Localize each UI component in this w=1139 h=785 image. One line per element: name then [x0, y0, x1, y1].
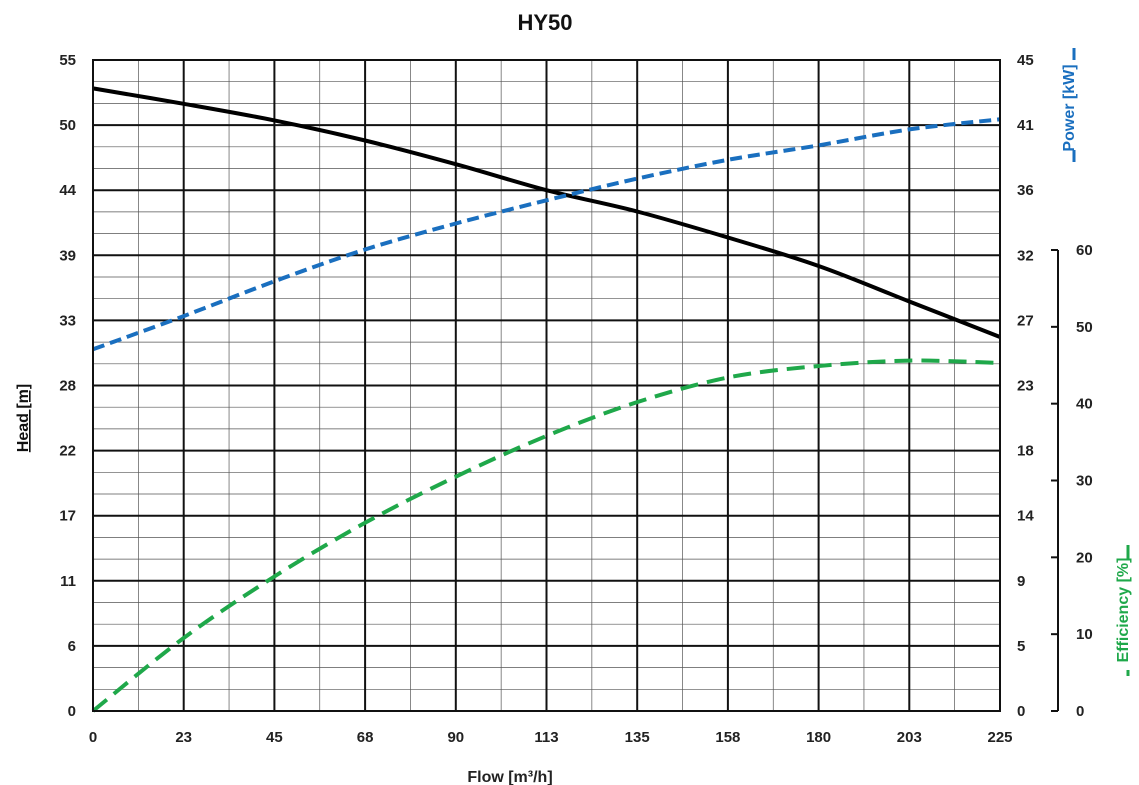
power-curve — [92, 117, 1001, 352]
efficiency-axis-label: Efficiency [%] — [1115, 558, 1132, 663]
x-axis-label: Flow [m³/h] — [467, 769, 552, 785]
axes — [92, 48, 1130, 712]
head-curve — [92, 86, 1001, 339]
x-tick-label: 135 — [625, 729, 650, 746]
x-tick-label: 68 — [357, 729, 374, 746]
efficiency-curve — [91, 358, 1001, 713]
efficiency-tick-label: 60 — [1076, 242, 1093, 259]
head-tick-label: 44 — [59, 182, 76, 199]
grid — [93, 60, 1000, 711]
efficiency-tick-label: 30 — [1076, 473, 1093, 490]
head-tick-label: 28 — [59, 378, 76, 395]
power-tick-label: 23 — [1017, 378, 1034, 395]
x-tick-label: 225 — [987, 729, 1012, 746]
power-tick-label: 0 — [1017, 703, 1025, 720]
x-tick-label: 90 — [447, 729, 464, 746]
power-tick-label: 45 — [1017, 52, 1034, 69]
efficiency-tick-label: 20 — [1076, 549, 1093, 566]
plot-frame — [92, 59, 1001, 712]
x-tick-label: 0 — [89, 729, 97, 746]
x-tick-label: 23 — [175, 729, 192, 746]
head-tick-label: 11 — [60, 573, 76, 590]
power-axis-label: Power [kW] — [1061, 64, 1078, 151]
tick-labels: 0 23 45 68 90 113 135 158 180 203 2250611172228333… — [59, 52, 1092, 746]
head-tick-label: 33 — [59, 312, 76, 329]
head-tick-label: 55 — [59, 52, 76, 69]
power-tick-label: 36 — [1017, 182, 1034, 199]
head-tick-label: 6 — [68, 638, 76, 655]
x-tick-label: 158 — [715, 729, 740, 746]
head-tick-label: 50 — [59, 117, 76, 134]
head-tick-label: 0 — [68, 703, 76, 720]
x-tick-label: 180 — [806, 729, 831, 746]
efficiency-tick-label: 0 — [1076, 703, 1084, 720]
head-axis-label: Head [m] — [15, 384, 32, 452]
power-tick-label: 5 — [1017, 638, 1025, 655]
efficiency-tick-label: 40 — [1076, 396, 1093, 413]
power-tick-label: 32 — [1017, 247, 1034, 264]
power-tick-label: 9 — [1017, 573, 1025, 590]
x-tick-label: 113 — [534, 729, 558, 746]
head-tick-label: 22 — [59, 443, 76, 460]
efficiency-tick-label: 10 — [1076, 626, 1093, 643]
curves — [91, 86, 1001, 713]
x-tick-label: 45 — [266, 729, 283, 746]
efficiency-tick-label: 50 — [1076, 319, 1093, 336]
x-tick-label: 203 — [897, 729, 922, 746]
power-tick-label: 41 — [1017, 117, 1034, 134]
power-tick-label: 27 — [1017, 312, 1034, 329]
head-tick-label: 39 — [59, 247, 76, 264]
head-tick-label: 17 — [59, 508, 76, 525]
chart-title: HY50 — [517, 10, 572, 35]
power-tick-label: 18 — [1017, 443, 1034, 460]
power-tick-label: 14 — [1017, 508, 1034, 525]
